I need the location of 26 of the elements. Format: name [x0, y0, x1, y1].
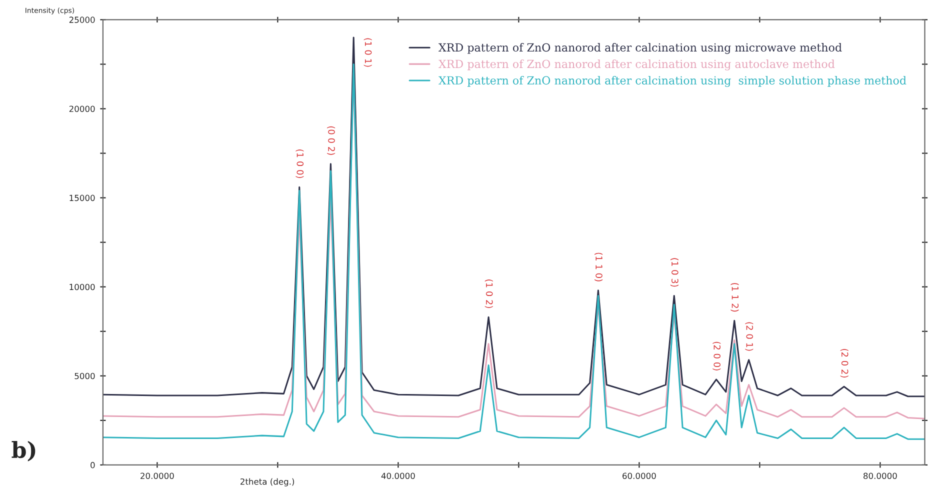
x-tick-label: 60.0000: [622, 472, 656, 480]
y-tick-label: 5000: [74, 372, 95, 380]
legend-label: XRD pattern of ZnO nanorod after calcination using autoclave method: [438, 60, 835, 70]
annotation: (2 0 1): [745, 322, 754, 351]
line-series: [102, 36, 925, 398]
y-tick-label: 0: [90, 462, 95, 468]
text: b): [12, 440, 36, 462]
annotation: (1 1 0): [594, 252, 603, 282]
x-axis-title: 2theta (deg.): [240, 478, 294, 486]
annotation: (1 1 2): [730, 283, 739, 312]
y-tick-label: 20000: [69, 106, 95, 112]
x-tick-label: 80.0000: [864, 472, 897, 480]
y-tick-label: 25000: [69, 16, 95, 23]
annotation: (1 0 1): [364, 38, 372, 67]
legend-label: XRD pattern of ZnO nanorod after calcination using microwave method: [438, 43, 842, 54]
x-tick-label: 40.0000: [381, 472, 415, 480]
annotation: (1 0 3): [670, 258, 678, 287]
annotation: (2 0 2): [840, 349, 848, 378]
y-tick-label: 15000: [70, 194, 95, 202]
annotation: (0 0 2): [327, 126, 336, 155]
annotation: (1 0 2): [484, 280, 493, 308]
annotation: (2 0 0): [712, 342, 721, 370]
x-tick-label: 20.0000: [140, 472, 174, 480]
legend-label: XRD pattern of ZnO nanorod after calcination using simple solution phase method: [438, 76, 906, 87]
annotation: (1 0 0): [296, 150, 304, 178]
y-tick-label: 10000: [70, 284, 95, 290]
